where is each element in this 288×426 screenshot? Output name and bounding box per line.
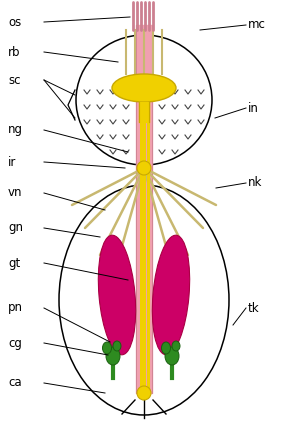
Circle shape [137,161,151,175]
Text: in: in [248,101,259,115]
Ellipse shape [106,347,120,365]
Ellipse shape [59,185,229,415]
Text: gt: gt [8,256,20,270]
Ellipse shape [165,347,179,365]
Text: mc: mc [248,18,266,32]
Text: os: os [8,15,21,29]
Ellipse shape [76,35,212,165]
Text: vn: vn [8,187,22,199]
Text: ca: ca [8,377,22,389]
Text: rb: rb [8,46,20,58]
Text: gn: gn [8,222,23,234]
Ellipse shape [162,342,170,354]
Text: nk: nk [248,176,262,190]
Ellipse shape [152,235,190,355]
Text: tk: tk [248,302,259,314]
Ellipse shape [98,235,136,355]
Ellipse shape [172,341,180,351]
Text: ir: ir [8,155,16,169]
Text: pn: pn [8,302,23,314]
Text: ng: ng [8,124,23,136]
Ellipse shape [112,74,176,102]
Text: cg: cg [8,337,22,349]
Ellipse shape [113,341,121,351]
Text: sc: sc [8,74,20,86]
Ellipse shape [103,342,111,354]
Circle shape [137,386,151,400]
